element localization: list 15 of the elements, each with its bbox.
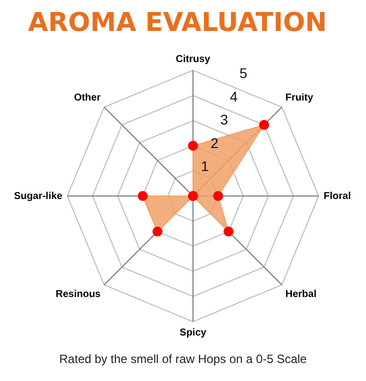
- spoke-label: Resinous: [56, 289, 102, 300]
- spoke-label: Fruity: [285, 92, 314, 104]
- y-tick-label: 4: [230, 88, 238, 104]
- spoke-label: Other: [74, 92, 101, 104]
- chart-title: AROMA EVALUATION: [27, 7, 328, 40]
- y-tick-label: 1: [201, 158, 210, 174]
- y-tick-label: 5: [239, 65, 248, 82]
- spoke-label: Floral: [324, 190, 352, 202]
- spoke-label: Spicy: [180, 327, 207, 338]
- text: Rated by the smell of raw Hops on a 0-5 Scale: [58, 352, 308, 366]
- y-tick-label: 3: [220, 112, 228, 128]
- spoke-label: Sugar-like: [14, 190, 63, 202]
- spoke-label: Herbal: [285, 289, 317, 300]
- y-tick-label: 2: [210, 134, 219, 151]
- spoke-label: Citrusy: [176, 54, 211, 66]
